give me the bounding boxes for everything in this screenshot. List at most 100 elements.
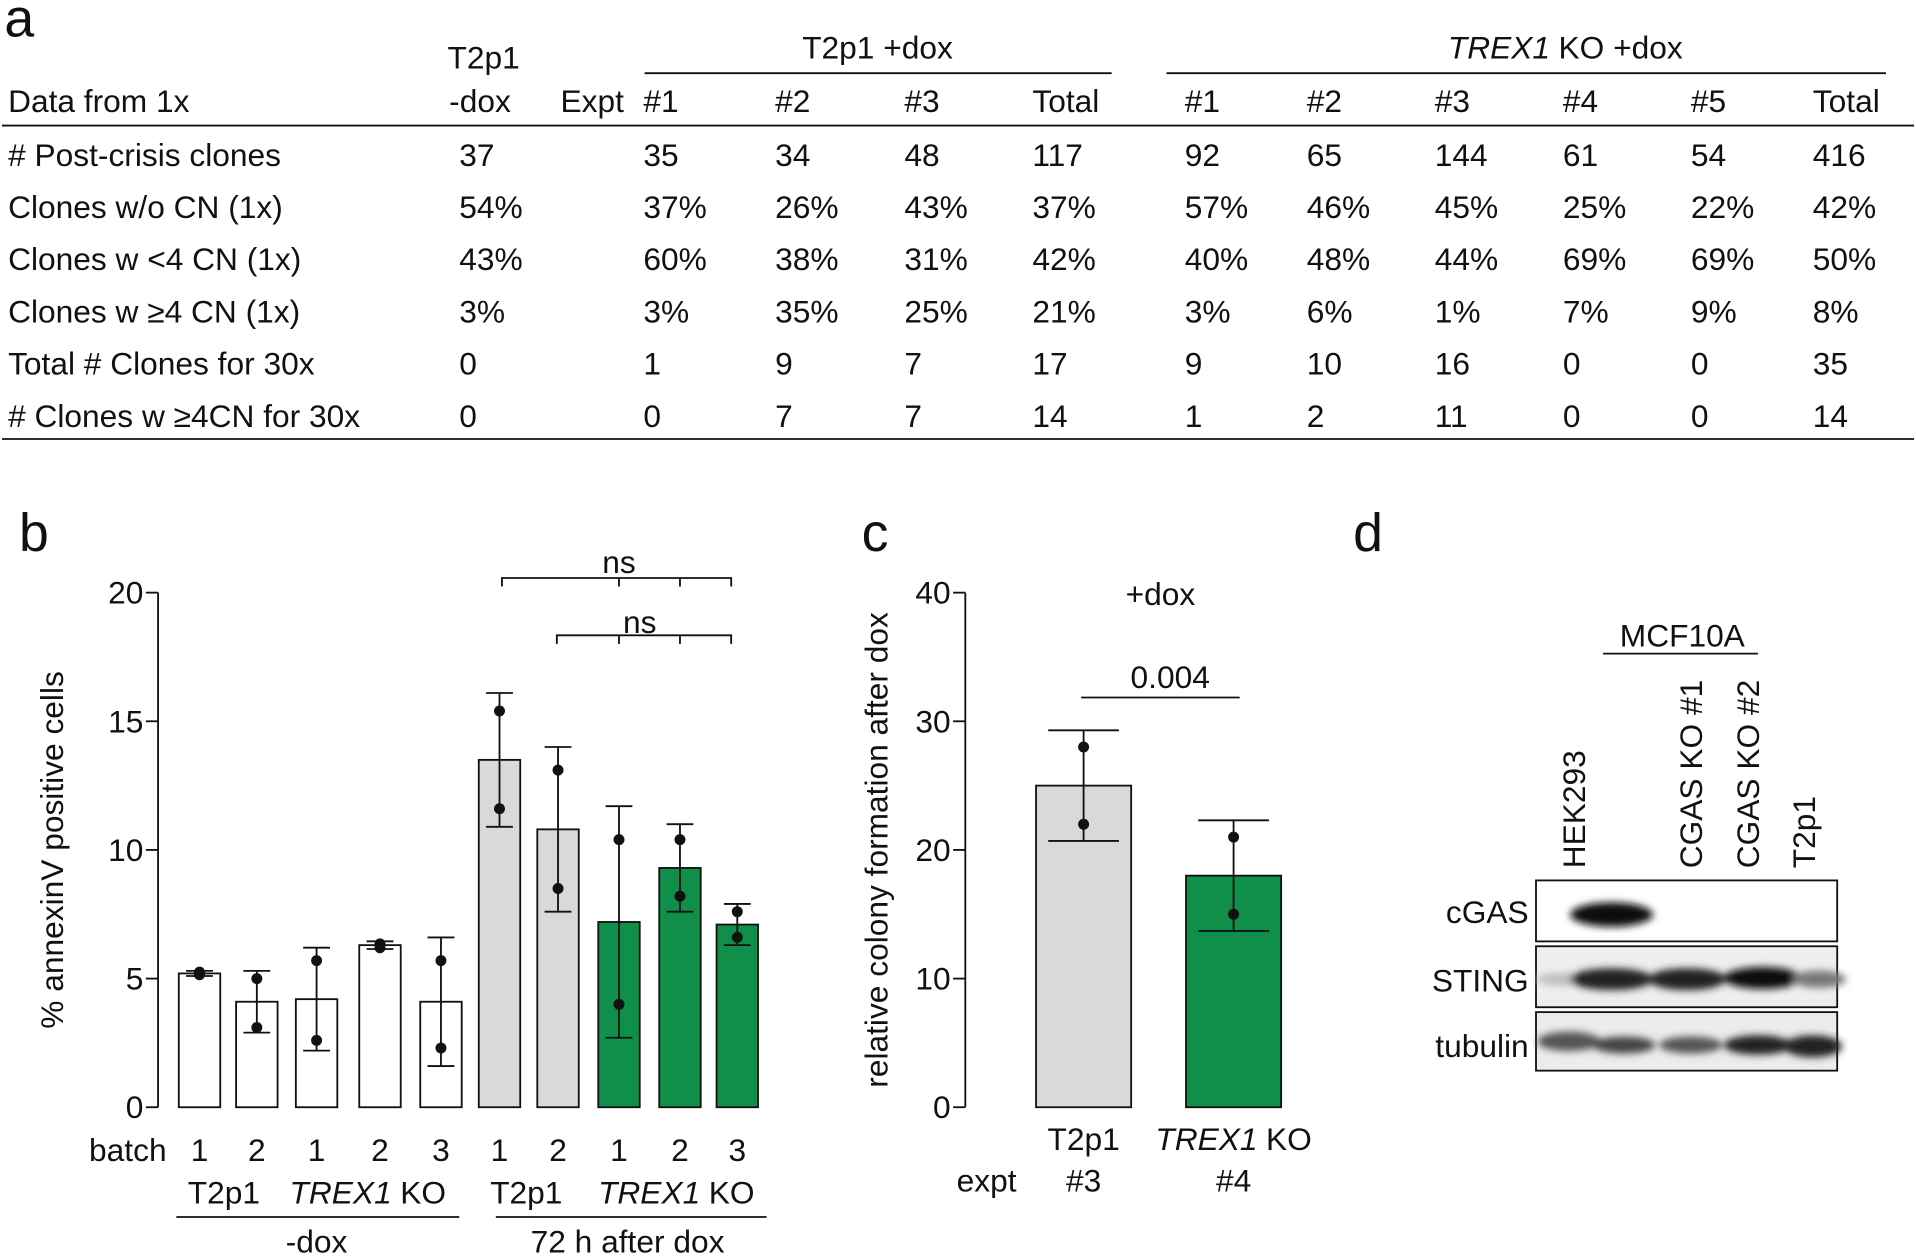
x-tick-label: 2 <box>671 1132 689 1168</box>
panel-label: b <box>19 503 49 563</box>
group-label: T2p1 <box>448 39 520 75</box>
data-point <box>674 890 686 902</box>
table-cell: 37% <box>1032 189 1095 225</box>
row-label: # Clones w ≥4CN for 30x <box>8 398 360 434</box>
data-point <box>1228 831 1240 843</box>
panel-label: d <box>1353 503 1383 563</box>
y-tick-label: 40 <box>915 575 950 611</box>
row-label: Total # Clones for 30x <box>8 346 315 382</box>
table-cell: 43% <box>904 189 967 225</box>
table-cell: 42% <box>1032 241 1095 277</box>
table-cell: 2 <box>1307 398 1325 434</box>
y-tick-label: 0 <box>126 1089 144 1125</box>
data-point <box>613 834 625 846</box>
y-tick-label: 10 <box>915 961 950 997</box>
lane-label: HEK293 <box>1556 750 1592 868</box>
x-tick-label: 2 <box>248 1132 266 1168</box>
table-cell: 35% <box>775 293 838 329</box>
table-cell: 8% <box>1813 293 1859 329</box>
column-header: #3 <box>904 83 939 119</box>
column-header: #4 <box>1563 83 1598 119</box>
column-header: #2 <box>775 83 810 119</box>
x-axis-label: expt <box>957 1162 1017 1198</box>
row-label: tubulin <box>1435 1028 1528 1064</box>
table-cell: 57% <box>1185 189 1248 225</box>
condition-label: -dox <box>286 1223 348 1256</box>
table-cell: 21% <box>1032 293 1095 329</box>
data-point <box>494 705 505 717</box>
table-cell: 1 <box>643 346 661 382</box>
x-axis-label: batch <box>89 1132 167 1168</box>
data-point <box>311 955 323 967</box>
table-cell: 45% <box>1435 189 1498 225</box>
group-label-text: KO +dox <box>1559 30 1683 66</box>
data-point <box>251 973 263 985</box>
column-header: #2 <box>1307 83 1342 119</box>
column-header: #1 <box>643 83 678 119</box>
data-point <box>731 906 743 918</box>
table-cell: 61 <box>1563 137 1598 173</box>
table-cell: 0 <box>1563 398 1581 434</box>
table-cell: 69% <box>1563 241 1626 277</box>
x-tick-label: 1 <box>491 1132 509 1168</box>
x-tick-label: 2 <box>549 1132 567 1168</box>
data-point <box>374 938 386 950</box>
y-axis-label: relative colony formation after dox <box>858 612 894 1088</box>
table-cell: 9 <box>1185 346 1203 382</box>
row-label: # Post-crisis clones <box>8 137 281 173</box>
row-label: Clones w <4 CN (1x) <box>8 241 301 277</box>
x-tick-label: 2 <box>371 1132 389 1168</box>
bar <box>358 944 402 1109</box>
x-tick-label-text: KO <box>1266 1121 1312 1157</box>
table-cell: 0 <box>643 398 661 434</box>
data-point <box>435 1042 447 1054</box>
group-label-text: KO <box>400 1175 446 1211</box>
x-tick-label: 1 <box>308 1132 326 1168</box>
table-cell: 7% <box>1563 293 1609 329</box>
group-label: T2p1 <box>490 1175 562 1211</box>
blot-group: MCF10A <box>1620 617 1746 653</box>
column-header: Expt <box>560 83 624 119</box>
y-tick-label: 5 <box>126 961 144 997</box>
column-header: #1 <box>1185 83 1220 119</box>
x-tick-label: 1 <box>610 1132 628 1168</box>
table-cell: 1% <box>1435 293 1481 329</box>
table-cell: 117 <box>1032 137 1083 173</box>
group-label-text: KO <box>709 1175 755 1211</box>
table-cell: 26% <box>775 189 838 225</box>
table-cell: 7 <box>775 398 793 434</box>
column-header: Data from 1x <box>8 83 190 119</box>
table-cell: 65 <box>1307 137 1342 173</box>
data-point <box>613 998 625 1010</box>
data-point <box>1078 818 1090 830</box>
chart-title: +dox <box>1126 576 1196 612</box>
significance-bracket <box>176 577 1240 1218</box>
table-cell: 38% <box>775 241 838 277</box>
table-cell: 6% <box>1307 293 1353 329</box>
data-point <box>494 803 505 815</box>
annotation: ns <box>602 544 635 580</box>
blot <box>1535 879 1846 1072</box>
data-point <box>194 966 206 978</box>
table-cell: 35 <box>643 137 678 173</box>
y-tick-label: 20 <box>915 832 950 868</box>
table-cell: 416 <box>1813 137 1866 173</box>
group-label: TREX1 KO <box>598 1175 754 1211</box>
group-label-italic: TREX1 <box>290 1175 392 1211</box>
table-cell: 0 <box>459 398 477 434</box>
y-tick-label: 10 <box>108 832 143 868</box>
data-point <box>552 883 564 895</box>
y-tick-label: 0 <box>933 1089 951 1125</box>
x-tick-sublabel: #4 <box>1216 1162 1251 1198</box>
column-header: Total <box>1813 83 1880 119</box>
table-cell: 3% <box>643 293 689 329</box>
data-point <box>1078 741 1090 753</box>
x-tick-label: 3 <box>432 1132 450 1168</box>
table-cell: 14 <box>1813 398 1848 434</box>
panel-label: c <box>862 503 889 563</box>
group-label: T2p1 +dox <box>802 30 953 66</box>
table-cell: 7 <box>904 398 922 434</box>
table-cell: 17 <box>1032 346 1067 382</box>
x-tick-label: TREX1 KO <box>1155 1121 1311 1157</box>
data-point <box>1228 908 1240 920</box>
